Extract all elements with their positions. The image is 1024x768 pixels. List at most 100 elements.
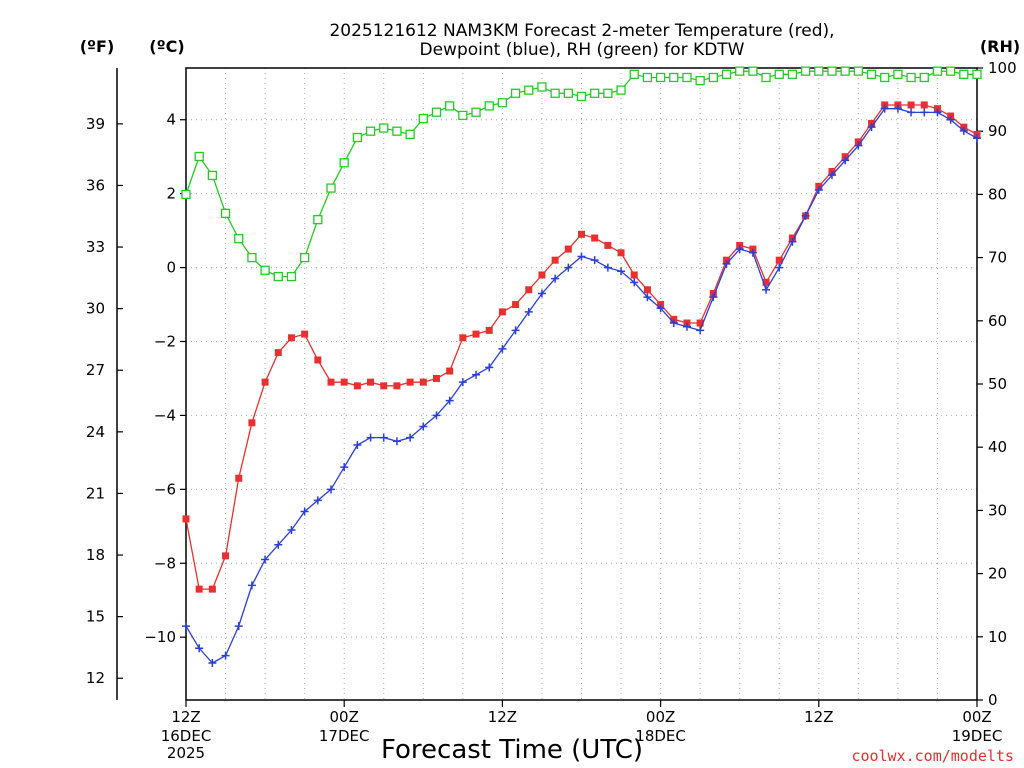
dewpoint-point <box>524 307 533 316</box>
temperature-point <box>525 286 533 294</box>
rh-point <box>655 72 666 83</box>
temperature-point <box>222 552 230 560</box>
unit-label-fahrenheit: (ºF) <box>80 37 115 56</box>
dewpoint-point <box>959 126 968 135</box>
dewpoint-point <box>182 622 190 631</box>
temperature-point <box>432 374 440 382</box>
rh-point <box>800 66 811 76</box>
rh-point <box>774 69 784 79</box>
dewpoint-point <box>340 463 349 472</box>
temperature-point <box>578 230 585 238</box>
rh-point <box>510 88 521 98</box>
x-axis-title: Forecast Time (UTC) <box>381 735 643 765</box>
rh-point <box>445 101 455 111</box>
rh-point <box>972 69 982 79</box>
rh-point <box>405 129 415 140</box>
credit-text: coolwx.com/modelts <box>851 747 1014 765</box>
dewpoint-point <box>234 622 243 631</box>
rh-point <box>220 208 231 219</box>
temperature-point <box>301 330 309 338</box>
dewpoint-point <box>603 263 612 272</box>
rh-point <box>339 158 349 168</box>
temperature-point <box>538 271 546 279</box>
dewpoint-point <box>854 141 863 150</box>
rh-point <box>932 66 943 76</box>
temperature-point <box>907 101 915 109</box>
chart-title-line1: 2025121612 NAM3KM Forecast 2-meter Tempe… <box>329 21 834 41</box>
temperature-point <box>591 234 599 242</box>
rh-point <box>471 107 481 117</box>
dewpoint-point <box>933 108 942 117</box>
rh-point <box>866 69 877 79</box>
dewpoint-point <box>735 245 744 254</box>
temperature-point <box>327 378 335 386</box>
dewpoint-point <box>775 263 784 272</box>
rh-point <box>787 69 798 79</box>
dewpoint-point <box>458 378 467 387</box>
x-tick-label: 00Z <box>330 708 359 726</box>
celsius-tick-label: −4 <box>154 406 176 424</box>
rh-tick-label: 30 <box>988 501 1007 519</box>
rh-point <box>299 252 310 263</box>
temperature-point <box>564 245 572 253</box>
rh-tick-label: 100 <box>988 59 1017 77</box>
dewpoint-point <box>564 263 573 272</box>
rh-tick-label: 20 <box>988 565 1007 583</box>
rh-point <box>247 252 257 263</box>
temperature-point <box>498 308 506 316</box>
temperature-point <box>762 278 770 286</box>
x-tick-label: 12Z <box>804 708 833 726</box>
dewpoint-point <box>867 123 876 132</box>
fahrenheit-tick-label: 24 <box>86 423 105 441</box>
temperature-point <box>314 356 322 364</box>
dewpoint-point <box>274 540 283 549</box>
dewpoint-point <box>827 171 836 180</box>
rh-point <box>893 69 903 79</box>
x-tick-date-label: 19DEC <box>952 727 1003 745</box>
dewpoint-point <box>709 293 718 302</box>
temperature-point <box>775 256 783 264</box>
dewpoint-point <box>722 259 731 268</box>
dewpoint-point <box>498 344 507 353</box>
rh-point <box>590 88 600 98</box>
x-tick-date-label: 16DEC <box>161 727 212 745</box>
dewpoint-point <box>537 289 546 298</box>
rh-point <box>207 170 218 181</box>
dewpoint-point <box>551 274 560 283</box>
fahrenheit-tick-label: 18 <box>86 546 105 564</box>
x-tick-label: 00Z <box>962 708 991 726</box>
temperature-point <box>406 378 414 386</box>
rh-tick-label: 10 <box>988 628 1007 646</box>
chart-title-line2: Dewpoint (blue), RH (green) for KDTW <box>419 40 744 60</box>
temperature-point <box>195 585 203 593</box>
fahrenheit-tick-label: 30 <box>86 300 105 318</box>
rh-point <box>642 72 653 83</box>
temperature-point <box>551 256 559 264</box>
dewpoint-point <box>801 211 810 220</box>
dewpoint-point <box>406 433 415 442</box>
rh-point <box>708 72 718 83</box>
rh-point <box>234 233 244 244</box>
rh-point <box>431 107 442 117</box>
rh-point <box>827 66 837 76</box>
dewpoint-point <box>353 440 362 449</box>
temperature-point <box>235 474 243 482</box>
rh-point <box>669 72 679 83</box>
rh-point <box>286 271 297 282</box>
rh-point <box>326 183 336 193</box>
rh-tick-label: 50 <box>988 375 1007 393</box>
rh-point <box>959 69 969 79</box>
dewpoint-point <box>327 485 336 494</box>
dewpoint-point <box>973 134 981 143</box>
temperature-point <box>182 515 190 523</box>
rh-point <box>458 110 468 121</box>
celsius-tick-label: −8 <box>154 554 176 572</box>
dewpoint-point <box>590 256 599 265</box>
dewpoint-point <box>300 507 309 516</box>
dewpoint-point <box>762 285 771 294</box>
x-tick-date-label: 18DEC <box>635 727 686 745</box>
dewpoint-point <box>643 293 652 302</box>
temperature-point <box>340 378 348 386</box>
temperature-point <box>208 585 216 593</box>
temperature-point <box>512 301 520 309</box>
